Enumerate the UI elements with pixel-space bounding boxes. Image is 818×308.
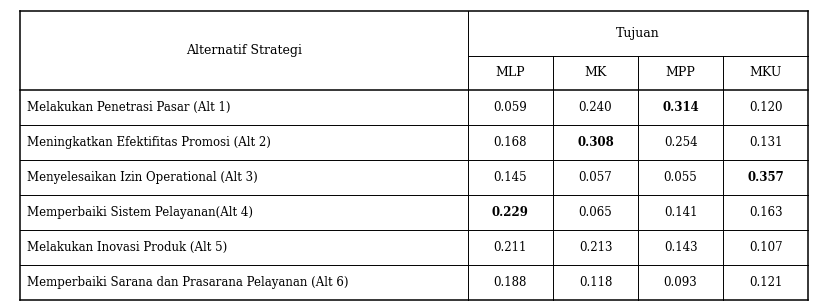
Text: 0.107: 0.107 (748, 241, 783, 254)
Text: 0.145: 0.145 (493, 171, 528, 184)
Text: 0.121: 0.121 (749, 276, 782, 289)
Text: Melakukan Penetrasi Pasar (Alt 1): Melakukan Penetrasi Pasar (Alt 1) (27, 101, 231, 114)
Text: Memperbaiki Sistem Pelayanan(Alt 4): Memperbaiki Sistem Pelayanan(Alt 4) (27, 206, 253, 219)
Text: Memperbaiki Sarana dan Prasarana Pelayanan (Alt 6): Memperbaiki Sarana dan Prasarana Pelayan… (27, 276, 348, 289)
Text: 0.211: 0.211 (494, 241, 527, 254)
Text: 0.055: 0.055 (663, 171, 698, 184)
Text: 0.059: 0.059 (493, 101, 528, 114)
Text: 0.093: 0.093 (663, 276, 698, 289)
Text: 0.229: 0.229 (492, 206, 529, 219)
Text: Melakukan Inovasi Produk (Alt 5): Melakukan Inovasi Produk (Alt 5) (27, 241, 227, 254)
Text: 0.240: 0.240 (578, 101, 613, 114)
Text: 0.213: 0.213 (579, 241, 612, 254)
Text: MK: MK (584, 66, 607, 79)
Text: 0.168: 0.168 (494, 136, 527, 149)
Text: 0.118: 0.118 (579, 276, 612, 289)
Text: Meningkatkan Efektifitas Promosi (Alt 2): Meningkatkan Efektifitas Promosi (Alt 2) (27, 136, 271, 149)
Text: 0.120: 0.120 (749, 101, 782, 114)
Text: 0.254: 0.254 (663, 136, 698, 149)
Text: 0.188: 0.188 (494, 276, 527, 289)
Text: MPP: MPP (666, 66, 695, 79)
Text: Menyelesaikan Izin Operational (Alt 3): Menyelesaikan Izin Operational (Alt 3) (27, 171, 258, 184)
Text: 0.357: 0.357 (748, 171, 784, 184)
Text: Tujuan: Tujuan (616, 27, 660, 40)
Text: 0.057: 0.057 (578, 171, 613, 184)
Text: 0.143: 0.143 (663, 241, 698, 254)
Text: 0.065: 0.065 (578, 206, 613, 219)
Text: 0.163: 0.163 (748, 206, 783, 219)
Text: 0.308: 0.308 (578, 136, 614, 149)
Text: 0.141: 0.141 (664, 206, 697, 219)
Text: MKU: MKU (749, 66, 782, 79)
Text: Alternatif Strategi: Alternatif Strategi (187, 44, 302, 57)
Text: 0.314: 0.314 (663, 101, 699, 114)
Text: MLP: MLP (496, 66, 525, 79)
Text: 0.131: 0.131 (749, 136, 782, 149)
